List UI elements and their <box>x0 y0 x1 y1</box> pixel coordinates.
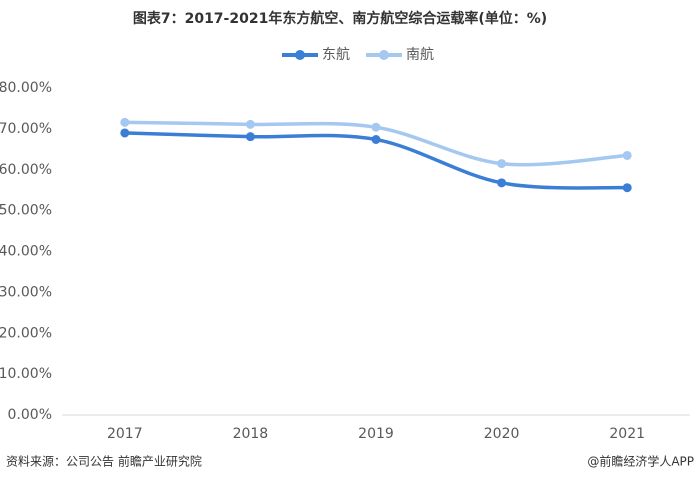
x-tick-label: 2019 <box>358 426 394 442</box>
legend-label: 东航 <box>322 47 350 63</box>
point <box>497 178 507 188</box>
x-tick-label: 2021 <box>609 426 645 442</box>
y-tick-label: 0.00% <box>8 407 52 423</box>
y-tick-label: 30.00% <box>0 284 52 300</box>
point <box>120 117 130 127</box>
y-tick-label: 40.00% <box>0 244 52 260</box>
legend-label: 南航 <box>406 47 434 63</box>
x-tick-label: 2017 <box>107 426 143 442</box>
y-tick-label: 60.00% <box>0 162 52 178</box>
credit: @前瞻经济学人APP <box>587 454 694 469</box>
legend-marker <box>295 50 305 60</box>
point <box>622 183 632 193</box>
y-tick-label: 50.00% <box>0 203 52 219</box>
point <box>245 132 255 142</box>
x-tick-label: 2018 <box>233 426 269 442</box>
point <box>622 150 632 160</box>
source: 资料来源：公司公告 前瞻产业研究院 <box>6 454 202 469</box>
chart-title: 图表7：2017-2021年东方航空、南方航空综合运载率(单位：%) <box>133 10 547 27</box>
y-tick-label: 70.00% <box>0 121 52 137</box>
point <box>245 119 255 129</box>
point <box>120 128 130 138</box>
legend-marker <box>379 50 389 60</box>
x-tick-label: 2020 <box>484 426 520 442</box>
y-tick-label: 10.00% <box>0 366 52 382</box>
point <box>371 135 381 145</box>
y-tick-label: 20.00% <box>0 325 52 341</box>
point <box>371 122 381 132</box>
y-tick-label: 80.00% <box>0 80 52 96</box>
point <box>497 159 507 169</box>
